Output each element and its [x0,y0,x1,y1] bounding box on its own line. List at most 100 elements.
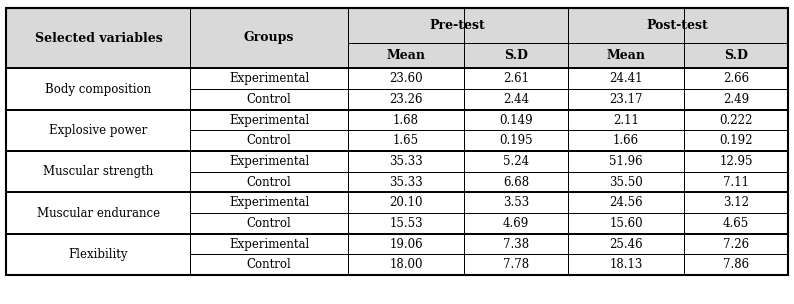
Text: 18.00: 18.00 [389,258,422,271]
Text: Control: Control [247,217,291,230]
Text: S.D: S.D [504,49,528,62]
Text: 1.66: 1.66 [613,134,639,147]
Bar [348,89,464,110]
Bar [568,151,684,172]
Text: 0.192: 0.192 [719,134,753,147]
Text: 7.26: 7.26 [723,238,749,250]
Text: 12.95: 12.95 [719,155,753,168]
Bar [6,8,191,68]
Text: 51.96: 51.96 [609,155,643,168]
Bar [348,130,464,151]
Bar [191,110,348,130]
Bar [348,213,464,234]
Text: 2.44: 2.44 [503,93,529,106]
Bar [6,151,191,192]
Text: 0.195: 0.195 [499,134,533,147]
Text: Experimental: Experimental [229,155,309,168]
Bar [464,110,568,130]
Bar [568,254,684,275]
Bar [191,151,348,172]
Text: 35.33: 35.33 [389,176,423,188]
Text: Mean: Mean [607,49,646,62]
Bar [191,68,348,89]
Text: 0.222: 0.222 [719,114,753,126]
Bar [191,89,348,110]
Text: Experimental: Experimental [229,238,309,250]
Bar [191,213,348,234]
Bar [568,89,684,110]
Text: 23.60: 23.60 [389,72,422,85]
Text: 1.68: 1.68 [393,114,419,126]
Bar [568,43,684,68]
Text: 23.26: 23.26 [389,93,422,106]
Text: 0.149: 0.149 [499,114,533,126]
Text: Explosive power: Explosive power [49,124,148,137]
Text: Muscular endurance: Muscular endurance [37,207,160,219]
Text: Mean: Mean [387,49,426,62]
Text: 18.13: 18.13 [609,258,642,271]
Bar [464,151,568,172]
Bar [684,234,788,254]
Bar [464,89,568,110]
Bar [568,192,684,213]
Bar [348,68,464,89]
Text: Muscular strength: Muscular strength [44,165,153,178]
Text: Experimental: Experimental [229,72,309,85]
Text: 6.68: 6.68 [503,176,529,188]
Bar [348,172,464,192]
Text: 2.49: 2.49 [723,93,749,106]
Bar [464,43,568,68]
Bar [464,130,568,151]
Text: Body composition: Body composition [45,83,152,95]
Bar [684,130,788,151]
Text: 1.65: 1.65 [393,134,419,147]
Text: 7.78: 7.78 [503,258,529,271]
Bar [568,172,684,192]
Bar [684,172,788,192]
Bar [348,192,464,213]
Text: Experimental: Experimental [229,114,309,126]
Bar [684,192,788,213]
Text: 23.17: 23.17 [609,93,643,106]
Bar [6,68,191,110]
Text: Control: Control [247,93,291,106]
Bar [464,254,568,275]
Text: 19.06: 19.06 [389,238,422,250]
Bar [6,234,191,275]
Text: Selected variables: Selected variables [34,32,162,44]
Bar [568,234,684,254]
Bar [191,254,348,275]
Text: Groups: Groups [244,32,295,44]
Bar [684,68,788,89]
Bar [191,172,348,192]
Text: 35.33: 35.33 [389,155,423,168]
Text: Post-test: Post-test [647,19,708,32]
Text: Control: Control [247,258,291,271]
Bar [464,68,568,89]
Text: 5.24: 5.24 [503,155,529,168]
Text: 4.65: 4.65 [723,217,749,230]
Text: 24.41: 24.41 [609,72,643,85]
Bar [684,213,788,234]
Bar [191,192,348,213]
Text: 2.61: 2.61 [503,72,529,85]
Text: 2.11: 2.11 [613,114,639,126]
Bar [191,130,348,151]
Bar [6,110,191,151]
Text: 3.53: 3.53 [503,196,529,209]
Text: 7.86: 7.86 [723,258,749,271]
Text: 3.12: 3.12 [723,196,749,209]
Text: 15.60: 15.60 [609,217,643,230]
Bar [684,151,788,172]
Text: 35.50: 35.50 [609,176,643,188]
Bar [348,110,464,130]
Text: Experimental: Experimental [229,196,309,209]
Bar [568,213,684,234]
Bar [464,172,568,192]
Bar [191,8,348,68]
Text: 2.66: 2.66 [723,72,749,85]
Text: 24.56: 24.56 [609,196,643,209]
Bar [684,110,788,130]
Text: 7.11: 7.11 [723,176,749,188]
Bar [348,254,464,275]
